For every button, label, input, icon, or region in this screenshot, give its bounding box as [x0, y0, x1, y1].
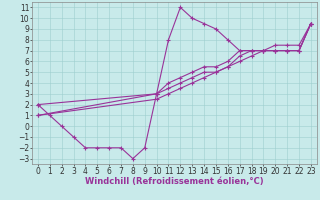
X-axis label: Windchill (Refroidissement éolien,°C): Windchill (Refroidissement éolien,°C)	[85, 177, 264, 186]
